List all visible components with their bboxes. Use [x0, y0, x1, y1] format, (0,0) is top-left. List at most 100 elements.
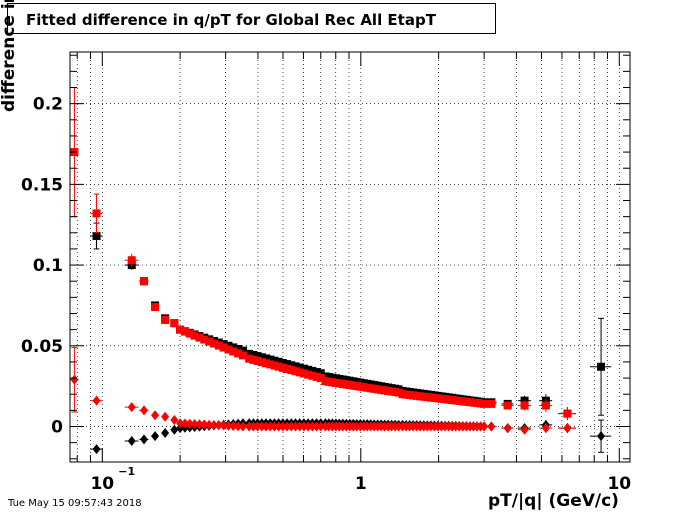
x-tick-label: 1	[355, 474, 367, 494]
square-marker	[151, 303, 160, 312]
diamond-marker	[170, 415, 179, 426]
square-marker	[200, 335, 209, 344]
diamond-marker	[312, 421, 321, 432]
y-axis-title: difference in q/pT	[0, 0, 19, 112]
square-marker	[278, 358, 287, 367]
square-marker	[283, 364, 292, 373]
diamond-marker	[209, 419, 218, 430]
diamond-marker	[127, 402, 136, 413]
square-marker	[287, 366, 296, 375]
diamond-marker	[224, 420, 233, 431]
square-marker	[262, 359, 271, 368]
diamond-marker	[283, 421, 292, 432]
diamond-marker	[234, 421, 243, 432]
square-marker	[180, 327, 189, 336]
diamond-marker	[295, 421, 304, 432]
diamond-marker	[520, 424, 529, 435]
square-marker	[304, 370, 313, 379]
square-marker	[287, 361, 296, 370]
diamond-marker	[219, 420, 228, 431]
square-marker	[140, 277, 149, 286]
square-marker	[253, 356, 262, 365]
square-marker	[487, 399, 496, 408]
square-marker	[480, 399, 489, 408]
square-marker	[176, 325, 185, 334]
square-marker	[234, 349, 243, 358]
chart-title: Fitted difference in q/pT for Global Rec…	[26, 11, 436, 29]
square-marker	[238, 351, 247, 360]
y-tick-label: 0.15	[21, 175, 63, 195]
diamond-marker	[541, 423, 550, 434]
diamond-marker	[140, 434, 149, 445]
diamond-marker	[176, 418, 185, 429]
diamond-marker	[170, 424, 179, 435]
diamond-marker	[161, 411, 170, 422]
square-marker	[503, 401, 512, 410]
square-marker	[270, 361, 279, 370]
square-marker	[214, 341, 223, 350]
diamond-marker	[270, 421, 279, 432]
square-marker	[238, 346, 247, 355]
data-series-1	[70, 87, 577, 421]
square-marker	[209, 339, 218, 348]
timestamp: Tue May 15 09:57:43 2018	[8, 498, 142, 509]
diamond-marker	[180, 418, 189, 429]
square-marker	[257, 353, 266, 362]
diamond-marker	[92, 395, 101, 406]
diamond-marker	[266, 421, 275, 432]
square-marker	[219, 343, 228, 352]
square-marker	[234, 345, 243, 354]
diamond-marker	[262, 421, 271, 432]
diamond-marker	[161, 427, 170, 438]
square-marker	[316, 369, 325, 378]
square-marker	[161, 315, 170, 324]
square-marker	[308, 366, 317, 375]
square-marker	[195, 333, 204, 342]
diamond-marker	[238, 421, 247, 432]
y-tick-label: 0.2	[33, 95, 63, 115]
square-marker	[541, 401, 550, 410]
square-marker	[274, 362, 283, 371]
plot-frame	[69, 51, 631, 463]
x-tick-label: 10	[90, 474, 114, 494]
square-marker	[262, 354, 271, 363]
diamond-marker	[308, 421, 317, 432]
square-marker	[270, 356, 279, 365]
diamond-marker	[127, 436, 136, 447]
y-tick-label: 0.05	[21, 337, 63, 357]
square-marker	[316, 374, 325, 383]
axis-layer: 0 0.05 0.1 0.15 0.2 10 −1 1 10	[21, 52, 631, 494]
square-marker	[304, 365, 313, 374]
square-marker	[245, 349, 254, 358]
diamond-marker	[278, 421, 287, 432]
diamond-marker	[140, 405, 149, 416]
diamond-marker	[195, 419, 204, 430]
x-tick-label: 10	[607, 474, 631, 494]
square-marker	[229, 347, 238, 356]
x-tick-label-exponent: −1	[118, 465, 135, 478]
square-marker	[229, 343, 238, 352]
diamond-marker	[257, 421, 266, 432]
square-marker	[278, 363, 287, 372]
square-marker	[520, 401, 529, 410]
diamond-marker	[214, 420, 223, 431]
square-marker	[257, 358, 266, 367]
square-marker	[295, 368, 304, 377]
diamond-marker	[563, 423, 572, 434]
y-tick-label: 0.1	[33, 256, 63, 276]
square-marker	[92, 232, 101, 241]
square-marker	[185, 329, 194, 338]
square-marker	[92, 209, 101, 218]
square-marker	[312, 368, 321, 377]
diamond-marker	[185, 418, 194, 429]
square-marker	[127, 256, 136, 265]
diamond-marker	[597, 431, 606, 442]
diamond-marker	[92, 444, 101, 455]
square-marker	[291, 362, 300, 371]
square-marker	[266, 355, 275, 364]
diamond-marker	[229, 420, 238, 431]
square-marker	[295, 363, 304, 372]
square-marker	[563, 409, 572, 418]
square-marker	[170, 319, 179, 328]
square-marker	[205, 337, 214, 346]
